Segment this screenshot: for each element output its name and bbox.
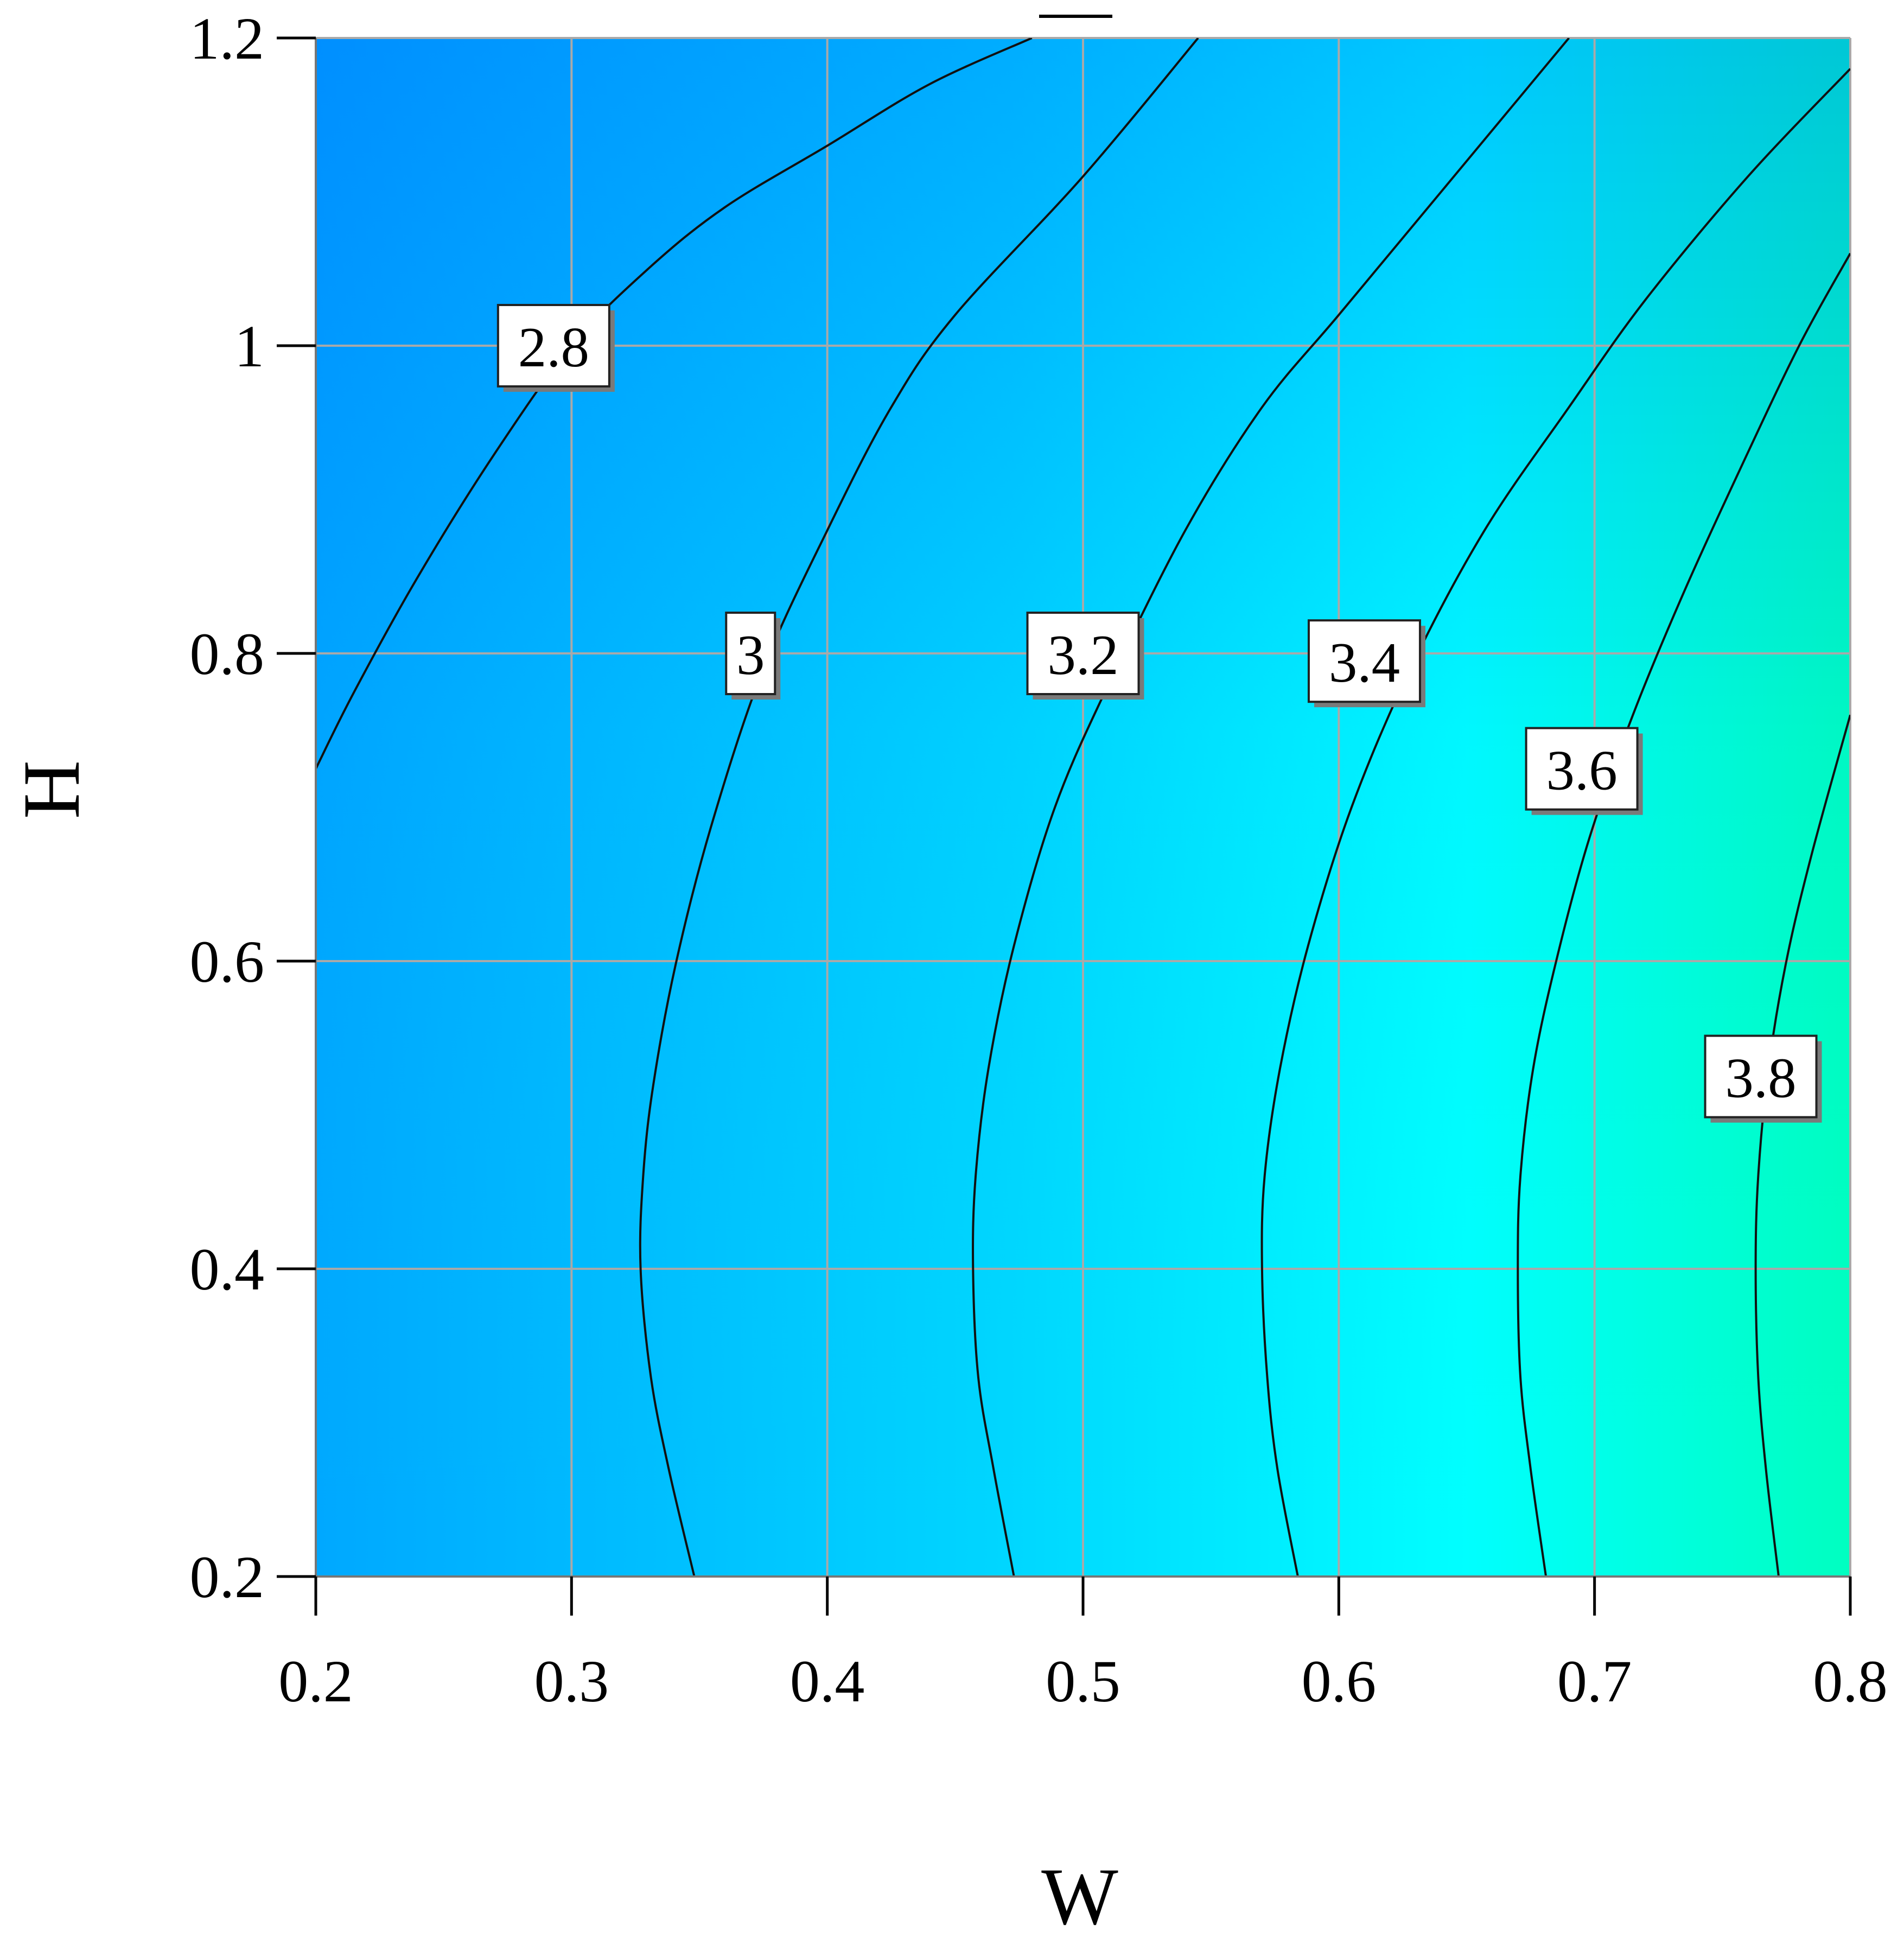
contour-label: 3.8 xyxy=(1725,1046,1796,1110)
contour-line-3 xyxy=(639,38,1199,1577)
y-tick-label: 0.8 xyxy=(190,621,265,687)
contour-label-box xyxy=(1307,619,1421,703)
y-tick-label: 1 xyxy=(234,313,264,379)
contour-line-3-6 xyxy=(1517,252,1850,1577)
contour-label: 3.6 xyxy=(1546,739,1617,802)
x-tick-label: 0.2 xyxy=(278,1648,353,1714)
contour-label: 2.8 xyxy=(518,315,589,379)
contour-line-3-4 xyxy=(1260,68,1850,1577)
x-axis-title: W xyxy=(1041,1852,1118,1942)
x-tick-label: 0.3 xyxy=(534,1648,609,1714)
x-tick-label: 0.6 xyxy=(1302,1648,1377,1714)
contour-label-box xyxy=(1026,612,1140,695)
contour-label-box xyxy=(725,612,776,695)
y-tick-label: 1.2 xyxy=(190,5,265,72)
contour-label-box xyxy=(496,304,610,387)
y-tick-label: 0.2 xyxy=(190,1544,265,1610)
contour-line-3-2 xyxy=(972,38,1570,1577)
contour-label-box xyxy=(1525,727,1639,811)
contour-label: 3.2 xyxy=(1047,623,1118,687)
x-tick-label: 0.7 xyxy=(1557,1648,1632,1714)
x-tick-label: 0.5 xyxy=(1046,1648,1120,1714)
y-tick-label: 0.4 xyxy=(190,1236,265,1302)
contour-line-3-8 xyxy=(1754,714,1850,1577)
contour-label: 3.4 xyxy=(1329,631,1400,694)
x-tick-label: 0.8 xyxy=(1813,1648,1888,1714)
x-tick-label: 0.4 xyxy=(790,1648,865,1714)
contour-label-box xyxy=(1704,1034,1818,1118)
y-tick-label: 0.6 xyxy=(190,929,265,995)
y-axis-title: H xyxy=(7,760,97,819)
contour-label: 3 xyxy=(736,623,765,687)
